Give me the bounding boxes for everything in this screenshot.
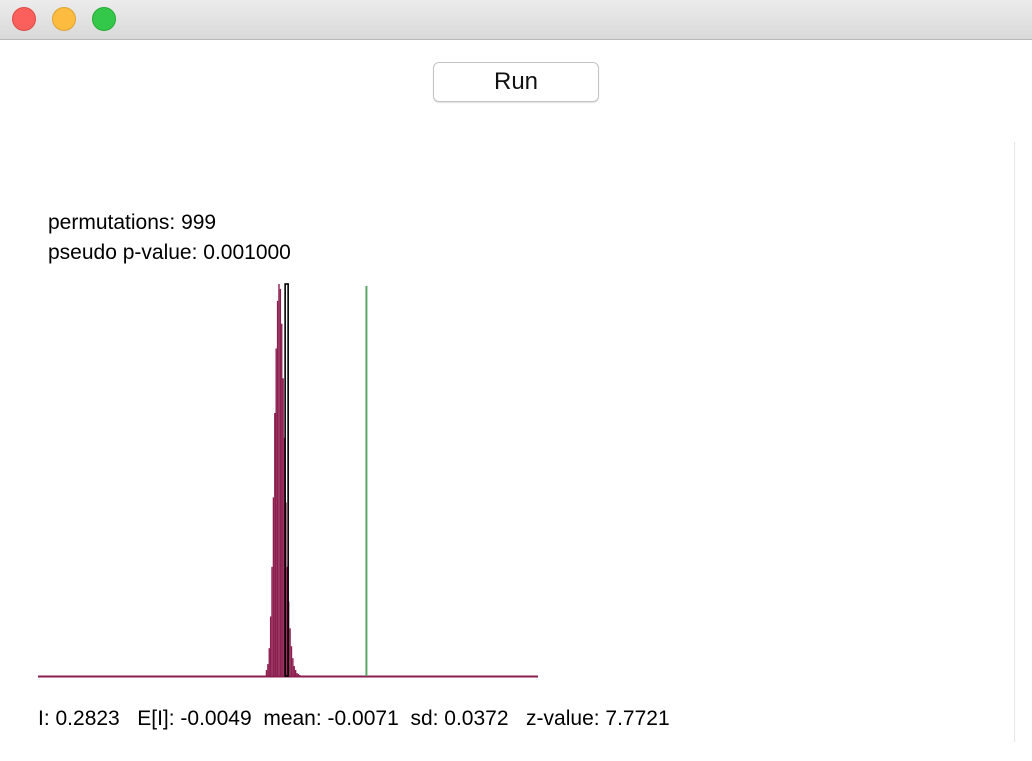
histogram-bar xyxy=(265,670,268,676)
permutations-label: permutations: 999 xyxy=(48,211,217,234)
z-value: z-value: 7.7721 xyxy=(526,707,670,730)
histogram-bar xyxy=(293,666,295,676)
expected-i-marker xyxy=(284,283,289,677)
histogram-bar xyxy=(282,378,284,676)
histogram-bar xyxy=(292,658,294,676)
histogram-bar xyxy=(297,674,300,676)
histogram-bar xyxy=(281,323,283,676)
histogram-bar xyxy=(286,566,288,676)
histogram-bar xyxy=(274,413,276,676)
histogram-bar xyxy=(294,670,297,676)
histogram-bar xyxy=(268,648,270,676)
histogram-bar xyxy=(299,675,301,676)
histogram-bar xyxy=(290,646,293,676)
histogram-bar xyxy=(276,300,279,676)
histogram-bar xyxy=(271,566,273,676)
mean-value: mean: -0.0071 xyxy=(263,707,399,730)
run-button[interactable]: Run xyxy=(433,62,599,102)
histogram-bar xyxy=(296,673,298,676)
histogram-bar xyxy=(278,284,280,676)
zoom-window-button[interactable] xyxy=(92,7,116,31)
histogram-bar xyxy=(272,497,275,676)
moran-i-value: I: 0.2823 xyxy=(38,707,120,730)
histogram-bar xyxy=(267,664,269,676)
pseudo-p-value-label: pseudo p-value: 0.001000 xyxy=(48,241,291,264)
expected-i-value: E[I]: -0.0049 xyxy=(137,707,252,730)
minimize-window-button[interactable] xyxy=(52,7,76,31)
histogram-bar xyxy=(279,288,282,676)
permutation-histogram xyxy=(38,283,538,678)
histogram-bar xyxy=(269,616,272,676)
histogram-bar xyxy=(289,628,291,676)
sd-value: sd: 0.0372 xyxy=(410,707,509,730)
summary-statistics: I: 0.2823 E[I]: -0.0049 mean: -0.0071 sd… xyxy=(38,707,670,731)
histogram-bar xyxy=(275,348,277,676)
panel-divider xyxy=(1014,142,1015,742)
window-titlebar xyxy=(0,0,1032,40)
close-window-button[interactable] xyxy=(12,7,36,31)
